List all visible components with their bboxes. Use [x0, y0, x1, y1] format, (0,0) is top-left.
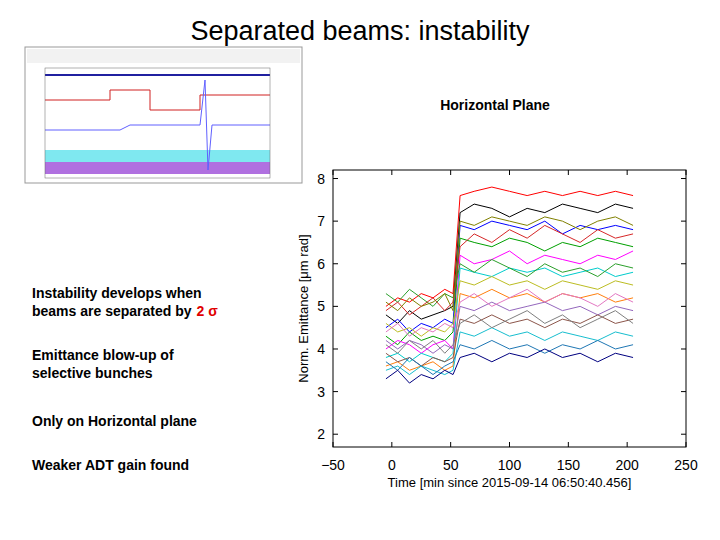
bullet-text: Weaker ADT gain found — [32, 457, 189, 473]
plot-background — [333, 170, 686, 447]
x-tick-label: 200 — [615, 457, 639, 473]
thumbnail-line — [45, 90, 270, 110]
bullet-text: Only on Horizontal plane — [32, 413, 197, 429]
slide-title: Separated beams: instability — [190, 16, 530, 46]
series-line — [386, 349, 633, 383]
thumbnail-frame — [25, 47, 302, 183]
bullet-text: selective bunches — [32, 365, 153, 381]
x-tick — [686, 170, 687, 175]
y-tick — [681, 263, 686, 264]
y-tick — [333, 178, 338, 179]
series-group — [386, 187, 633, 383]
y-tick-label: 6 — [317, 256, 325, 272]
x-tick — [450, 442, 451, 447]
thumbnail-line — [45, 80, 270, 170]
thumbnail — [25, 47, 302, 183]
x-tick — [333, 442, 334, 447]
series-line — [386, 289, 633, 336]
y-tick — [333, 263, 338, 264]
x-axis-label: Time [min since 2015-09-14 06:50:40.456] — [388, 475, 632, 490]
slide: Separated beams: instability Horizontal P… — [0, 0, 720, 540]
x-tick-label: 150 — [557, 457, 581, 473]
x-tick — [627, 442, 628, 447]
x-tick — [509, 442, 510, 447]
chart: −50 0 50 100 150 200 250 2 3 4 5 6 7 8 Time [min since… — [296, 170, 698, 490]
x-tick-label: 250 — [674, 457, 698, 473]
series-line — [386, 217, 633, 311]
thumbnail-line — [45, 74, 270, 76]
series-line — [386, 302, 633, 353]
x-tick — [568, 170, 569, 175]
y-tick-label: 2 — [317, 426, 325, 442]
y-tick — [681, 221, 686, 222]
thumbnail-band — [45, 150, 270, 164]
series-line — [386, 238, 633, 345]
thumbnail-header — [27, 49, 300, 63]
series-line — [386, 259, 633, 306]
x-tick — [627, 170, 628, 175]
y-tick — [333, 306, 338, 307]
y-tick — [681, 391, 686, 392]
y-tick-label: 8 — [317, 171, 325, 187]
x-tick — [391, 442, 392, 447]
series-line — [386, 311, 633, 354]
thumbnail-band — [45, 162, 270, 174]
y-tick — [333, 434, 338, 435]
y-tick-label: 7 — [317, 213, 325, 229]
series-line — [386, 289, 633, 370]
x-tick — [509, 170, 510, 175]
thumbnail-axes — [45, 68, 270, 178]
x-tick-label: 100 — [498, 457, 522, 473]
y-tick — [681, 348, 686, 349]
x-tick-label: −50 — [321, 457, 345, 473]
series-line — [386, 225, 633, 314]
bullet-text: beams are separated by — [32, 303, 192, 319]
y-tick — [333, 348, 338, 349]
panel-label: Horizontal Plane — [440, 97, 550, 113]
y-tick-label: 3 — [317, 384, 325, 400]
y-tick — [681, 306, 686, 307]
y-tick-label: 5 — [317, 298, 325, 314]
x-tick-label: 0 — [388, 457, 396, 473]
y-axis-label: Norm. Emittance [μm rad] — [296, 234, 311, 382]
y-tick — [681, 434, 686, 435]
plot-frame — [333, 170, 686, 447]
series-line — [386, 277, 633, 337]
series-line — [386, 251, 633, 353]
bullet-text: Instability develops when — [32, 285, 202, 301]
x-tick — [686, 442, 687, 447]
y-tick-label: 4 — [317, 341, 325, 357]
series-line — [386, 268, 633, 362]
y-tick — [333, 391, 338, 392]
y-tick — [681, 178, 686, 179]
bullet-emphasis: 2 σ — [197, 303, 219, 319]
x-tick — [391, 170, 392, 175]
bullet-text: Emittance blow-up of — [32, 347, 174, 363]
y-tick — [333, 221, 338, 222]
x-tick — [568, 442, 569, 447]
x-tick-label: 50 — [443, 457, 459, 473]
series-line — [386, 340, 633, 374]
x-tick — [333, 170, 334, 175]
series-line — [386, 328, 633, 375]
x-tick — [450, 170, 451, 175]
